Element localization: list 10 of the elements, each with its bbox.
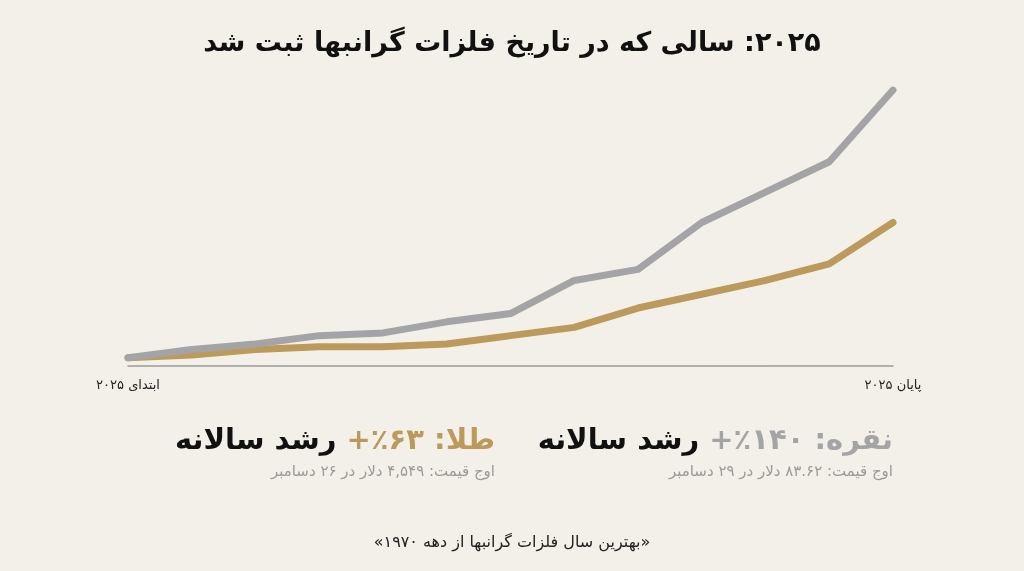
- text: نقره: ۱۴۰٪+: [709, 422, 893, 456]
- chart-title: ۲۰۲۵: سالی که در تاریخ فلزات گرانبها ثبت شد: [202, 26, 822, 57]
- x-tick-label: ابتدای ۲۰۲۵: [96, 377, 160, 392]
- text: «بهترین سال فلزات گرانبها از دهه ۱۹۷۰»: [372, 532, 652, 551]
- text: اوج قیمت: ۴,۵۴۹ دلار در ۲۶ دسامبر: [269, 462, 495, 480]
- text: رشد سالانه: [174, 422, 338, 456]
- x-tick-label: پایان ۲۰۲۵: [864, 377, 922, 392]
- text: طلا: ۶۳٪+: [346, 422, 495, 456]
- text: اوج قیمت: ۸۳.۶۲ دلار در ۲۹ دسامبر: [667, 462, 893, 480]
- text: رشد سالانه: [537, 422, 701, 456]
